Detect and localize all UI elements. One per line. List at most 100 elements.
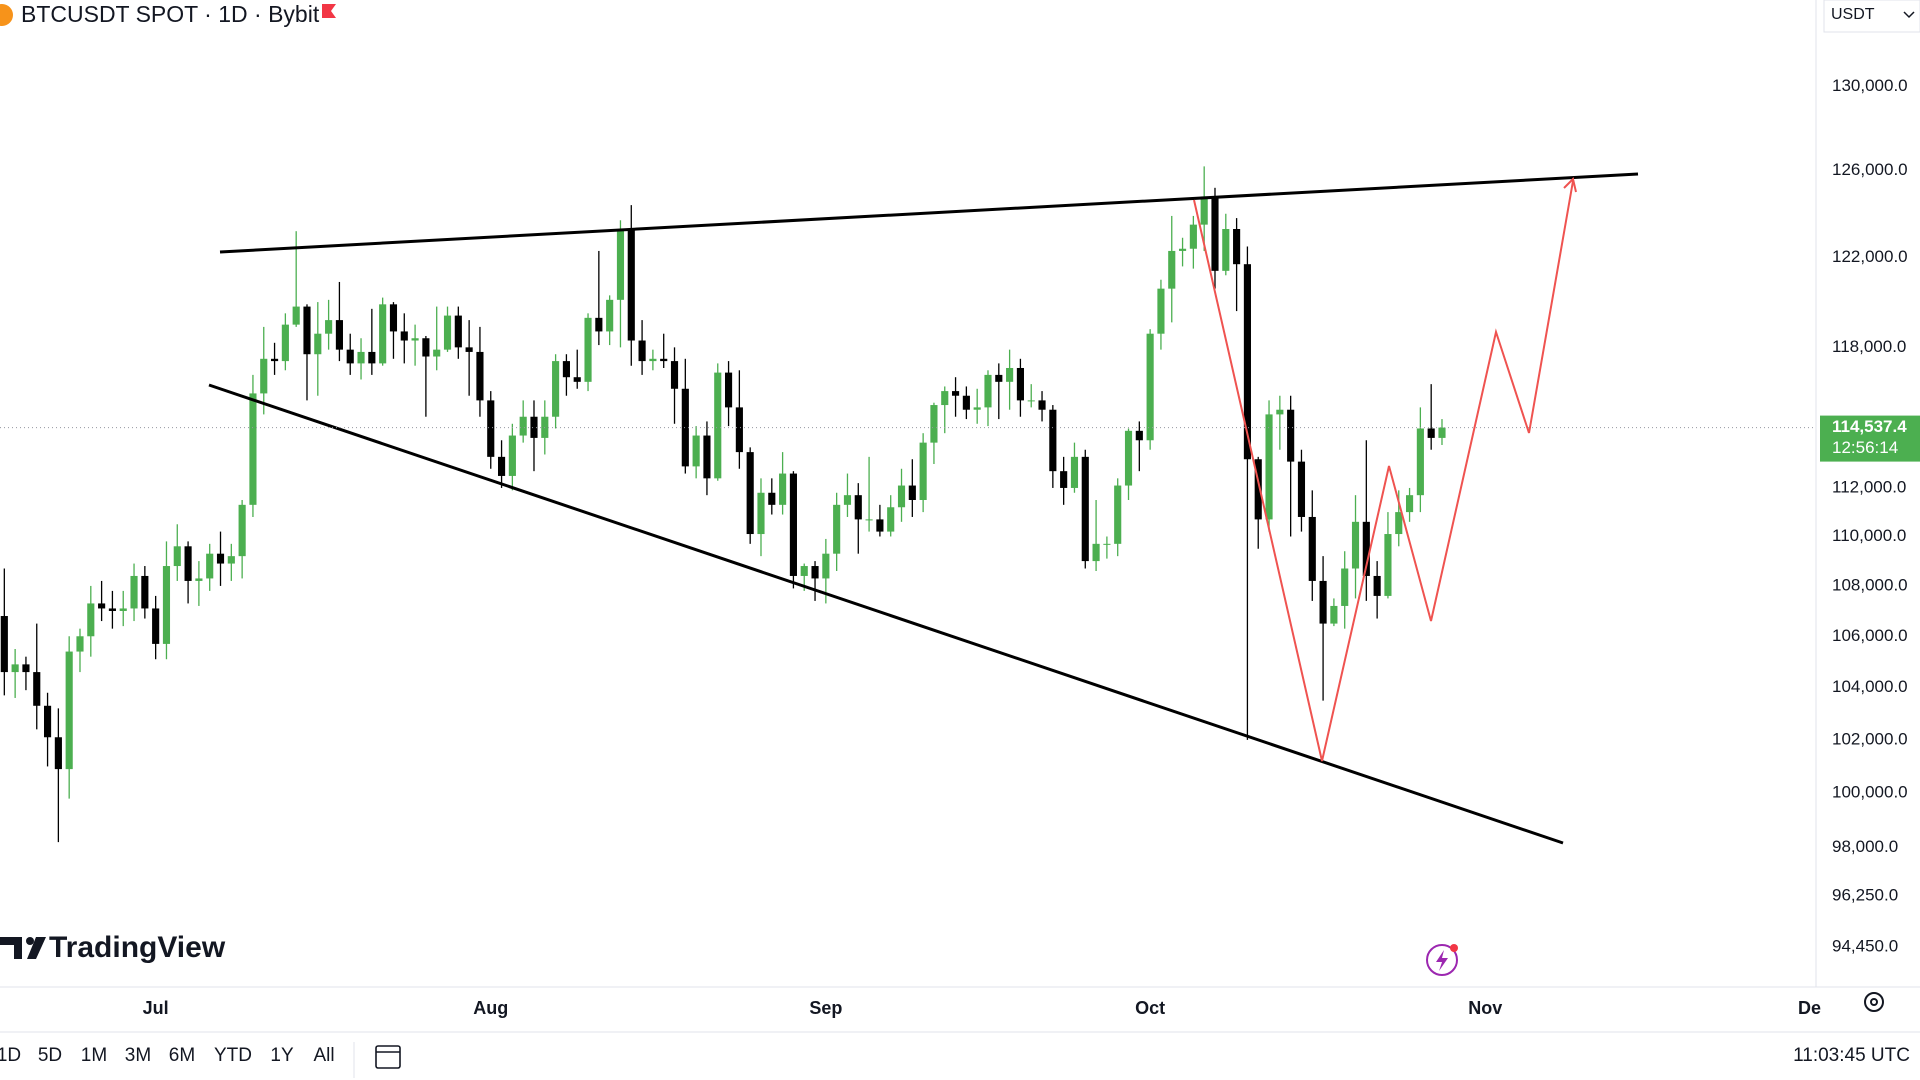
candle-body xyxy=(1233,229,1241,265)
candle-body xyxy=(325,320,333,334)
range-button[interactable]: YTD xyxy=(214,1045,252,1066)
candle-body xyxy=(649,358,657,362)
range-button[interactable]: 3M xyxy=(125,1045,151,1066)
last-price-label: 114,537.4 xyxy=(1832,417,1907,436)
x-tick-label: Sep xyxy=(809,998,842,1018)
candle-body xyxy=(195,578,203,581)
range-button[interactable]: 1M xyxy=(81,1045,107,1066)
candle-body xyxy=(0,616,8,673)
range-button[interactable]: 5D xyxy=(38,1045,62,1066)
candle-body xyxy=(714,372,722,479)
candle-body xyxy=(22,664,30,673)
candle-body xyxy=(454,315,462,348)
candle-body xyxy=(573,377,581,382)
date-range-icon[interactable] xyxy=(375,1045,401,1069)
candle-body xyxy=(368,351,376,364)
range-button[interactable]: All xyxy=(313,1045,334,1066)
brand-logo xyxy=(0,937,46,959)
candle-body xyxy=(757,492,765,535)
candle-body xyxy=(1405,495,1414,513)
candle-body xyxy=(1297,461,1306,517)
candle-body xyxy=(1124,430,1133,486)
candle-body xyxy=(616,229,625,300)
candle-body xyxy=(735,407,743,453)
candle-body xyxy=(238,504,246,557)
x-tick-label: Aug xyxy=(473,998,508,1018)
y-tick-label: 100,000.0 xyxy=(1832,783,1908,802)
candle-body xyxy=(1427,428,1435,438)
candle-body xyxy=(411,338,419,341)
candle-body xyxy=(1092,543,1100,562)
candle-body xyxy=(1330,605,1338,624)
range-button[interactable]: 6M xyxy=(169,1045,195,1066)
candle-body xyxy=(660,358,668,362)
candle-body xyxy=(843,495,852,505)
logo-mark xyxy=(0,937,22,959)
candle-body xyxy=(1060,471,1068,488)
candle-body xyxy=(1362,521,1370,576)
range-button[interactable]: 1Y xyxy=(270,1045,294,1066)
candle-body xyxy=(724,372,733,408)
candle-body xyxy=(303,306,311,355)
y-tick-label: 108,000.0 xyxy=(1832,575,1908,594)
currency-dropdown[interactable] xyxy=(1823,0,1920,33)
candle-body xyxy=(606,299,614,332)
candle-body xyxy=(584,317,592,382)
candle-body xyxy=(930,405,938,443)
settings-icon[interactable] xyxy=(1864,992,1884,1012)
candle-body xyxy=(227,556,235,564)
candle-body xyxy=(627,229,635,341)
logo-slash xyxy=(27,937,46,959)
bar-countdown: 12:56:14 xyxy=(1832,438,1898,457)
candle-body xyxy=(130,575,138,609)
candle-body xyxy=(1395,512,1403,535)
last-price-box xyxy=(1820,415,1920,462)
candle-body xyxy=(768,492,776,505)
candle-body xyxy=(152,608,160,644)
candle-body xyxy=(1103,543,1111,545)
y-tick-label: 122,000.0 xyxy=(1832,247,1908,266)
candle-body xyxy=(173,546,181,567)
alert-bolt xyxy=(1436,950,1448,971)
y-tick-label: 96,250.0 xyxy=(1832,886,1898,905)
y-tick-label: 94,450.0 xyxy=(1832,937,1898,956)
candle-body xyxy=(141,575,149,609)
candle-body xyxy=(1178,248,1187,251)
y-tick-label: 118,000.0 xyxy=(1832,337,1906,356)
y-tick-label: 112,000.0 xyxy=(1832,477,1906,496)
alert-icon[interactable] xyxy=(1426,944,1458,976)
candle-body xyxy=(292,306,300,325)
candle-body xyxy=(1135,430,1143,441)
candle-body xyxy=(162,566,171,644)
projection-arrowhead xyxy=(1563,177,1577,193)
x-tick-label: Jul xyxy=(143,998,169,1018)
symbol-icon xyxy=(0,4,13,26)
brand-name: TradingView xyxy=(49,931,226,964)
candle-body xyxy=(854,495,862,520)
candle-body xyxy=(270,358,279,362)
candle-body xyxy=(335,320,343,350)
candle-body xyxy=(1373,575,1381,596)
candle-body xyxy=(184,546,192,581)
candle-body xyxy=(249,393,257,505)
candle-body xyxy=(638,340,646,362)
candle-body xyxy=(1276,409,1284,415)
y-tick-label: 104,000.0 xyxy=(1832,677,1908,696)
candle-body xyxy=(1081,456,1089,562)
y-tick-label: 126,000.0 xyxy=(1832,160,1908,179)
candle-body xyxy=(379,304,387,364)
candle-body xyxy=(1157,288,1165,334)
lower-trendline xyxy=(208,383,1564,845)
range-button[interactable]: 1D xyxy=(0,1045,21,1066)
candle-body xyxy=(1070,456,1079,488)
candle-body xyxy=(1341,568,1349,606)
candle-body xyxy=(1222,229,1230,271)
candle-body xyxy=(973,407,981,410)
candle-body xyxy=(1243,264,1251,460)
candle-body xyxy=(519,416,527,436)
candle-body xyxy=(897,485,906,508)
y-tick-label: 98,000.0 xyxy=(1832,837,1898,856)
candle-body xyxy=(346,349,354,364)
candle-body xyxy=(833,504,841,554)
flag-icon[interactable] xyxy=(322,4,336,18)
